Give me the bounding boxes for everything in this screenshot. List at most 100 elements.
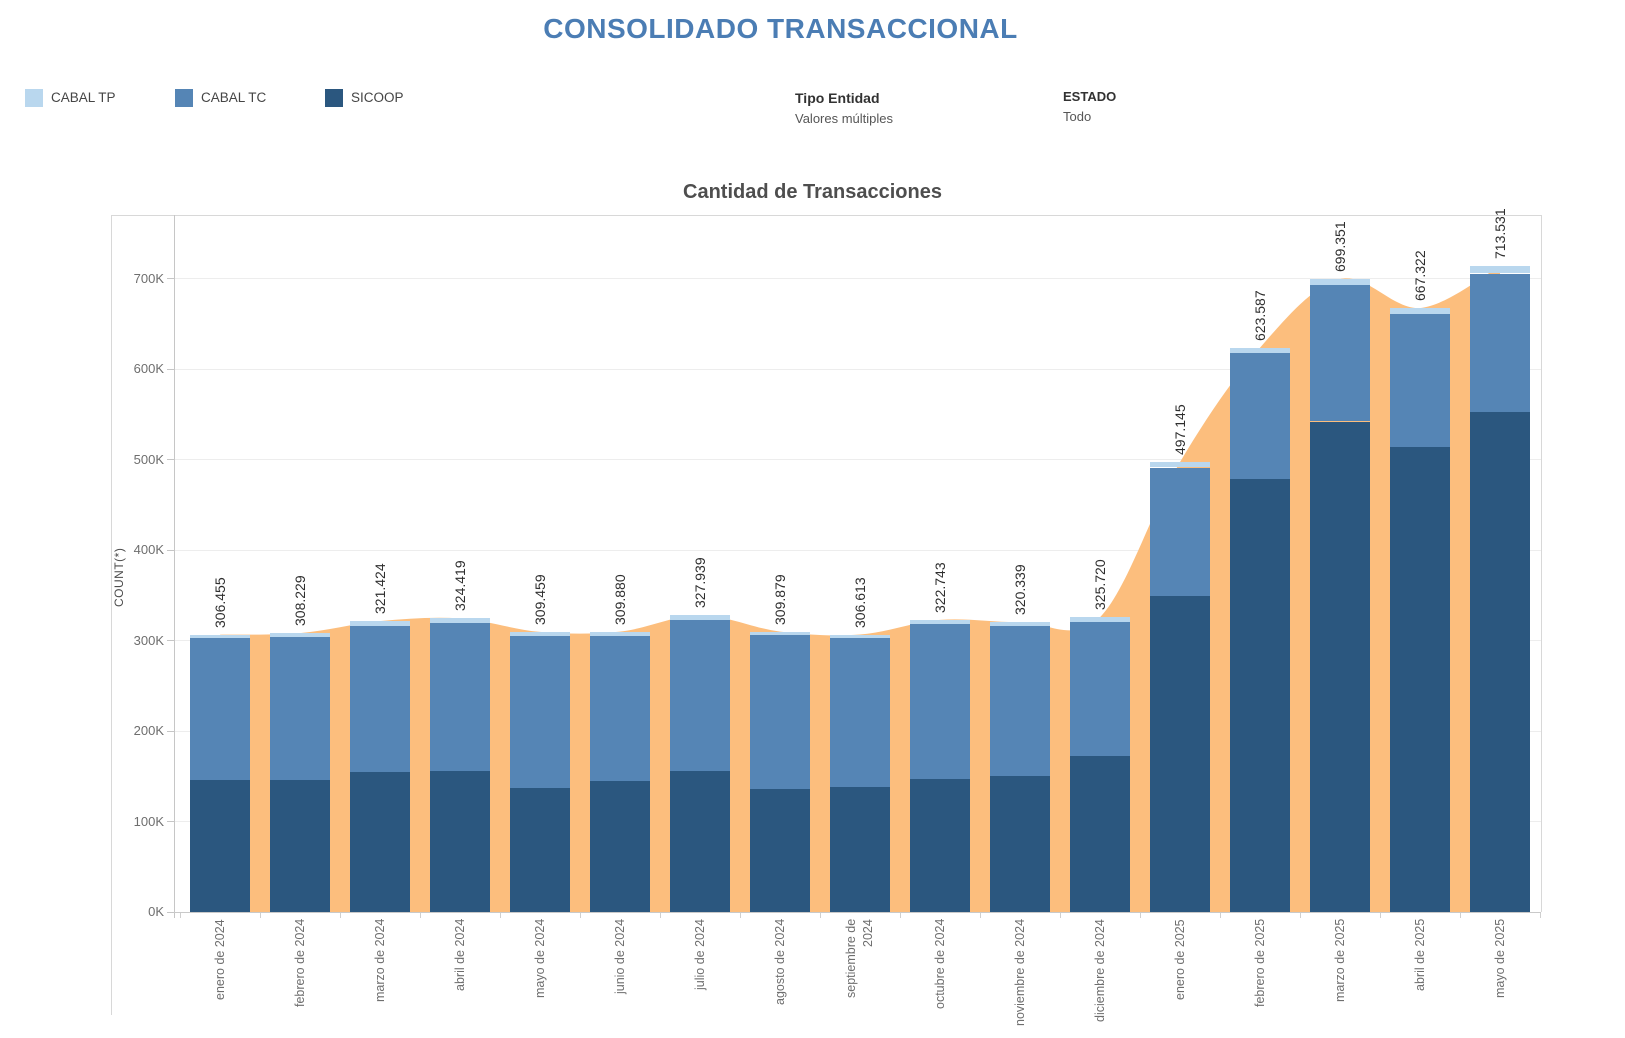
bar-segment-cabal-tc[interactable]	[1310, 285, 1370, 422]
bar-segment-sicoop[interactable]	[1070, 756, 1130, 912]
x-tick-mark	[980, 912, 981, 918]
bar-segment-cabal-tc[interactable]	[670, 619, 730, 771]
bar-segment-cabal-tc[interactable]	[430, 623, 490, 771]
x-tick-mark	[260, 912, 261, 918]
bar-segment-cabal-tp[interactable]	[350, 621, 410, 627]
legend-item-cabal-tc[interactable]: CABAL TC	[175, 88, 266, 107]
bar-total-label: 306.613	[852, 576, 868, 628]
x-axis-label: marzo de 2024	[372, 919, 387, 1003]
bar-segment-cabal-tc[interactable]	[590, 635, 650, 781]
bar-total-label: 667.322	[1412, 250, 1428, 302]
bar-total-label: 699.351	[1332, 221, 1348, 273]
x-tick-mark	[1140, 912, 1141, 918]
x-axis-label: enero de 2025	[1172, 919, 1187, 1000]
y-tick-label: 400K	[133, 542, 164, 557]
x-axis-label: mayo de 2025	[1492, 919, 1507, 999]
bar-segment-cabal-tc[interactable]	[190, 638, 250, 780]
x-tick-mark	[660, 912, 661, 918]
bar-segment-sicoop[interactable]	[750, 788, 810, 912]
bar-segment-cabal-tp[interactable]	[1150, 462, 1210, 468]
bar-segment-sicoop[interactable]	[1310, 421, 1370, 912]
bar-segment-sicoop[interactable]	[1230, 479, 1290, 912]
legend-swatch	[25, 88, 43, 107]
bar-segment-sicoop[interactable]	[1470, 411, 1530, 912]
y-tick-mark	[167, 549, 174, 551]
bar-segment-cabal-tp[interactable]	[1310, 279, 1370, 286]
bar-segment-cabal-tc[interactable]	[1230, 353, 1290, 480]
bar-segment-sicoop[interactable]	[590, 780, 650, 912]
bar-segment-sicoop[interactable]	[1390, 446, 1450, 912]
bar-segment-cabal-tp[interactable]	[590, 631, 650, 636]
bar-segment-sicoop[interactable]	[190, 779, 250, 912]
gridline-400K	[174, 549, 1541, 551]
y-tick-label: 500K	[133, 451, 164, 467]
bar-segment-cabal-tc[interactable]	[990, 626, 1050, 777]
y-tick-mark	[167, 278, 174, 279]
bar-segment-cabal-tc[interactable]	[1390, 314, 1450, 447]
legend-swatch	[175, 88, 193, 107]
filter-estado-label: ESTADO	[1063, 89, 1117, 104]
bar-segment-sicoop[interactable]	[990, 776, 1050, 913]
bar-segment-cabal-tc[interactable]	[510, 636, 570, 788]
y-tick-label: 100K	[133, 813, 164, 829]
bar-segment-cabal-tp[interactable]	[750, 631, 810, 636]
bar-segment-cabal-tc[interactable]	[350, 626, 410, 772]
bar-segment-cabal-tp[interactable]	[1390, 308, 1450, 315]
legend-item-label: SICOOP	[351, 90, 404, 105]
x-axis-line	[174, 912, 1541, 913]
bar-segment-cabal-tc[interactable]	[1470, 273, 1530, 412]
bar-segment-cabal-tp[interactable]	[190, 634, 250, 639]
x-axis-label: abril de 2024	[452, 919, 467, 992]
bar-segment-cabal-tc[interactable]	[1070, 621, 1130, 757]
x-tick-mark	[740, 912, 741, 918]
bar-segment-sicoop[interactable]	[430, 770, 490, 912]
bar-total-label: 309.880	[612, 573, 628, 625]
bar-segment-cabal-tp[interactable]	[1230, 347, 1290, 354]
bar-segment-sicoop[interactable]	[270, 779, 330, 912]
gridline-500K	[174, 459, 1541, 460]
filter-estado-value: Todo	[1063, 109, 1092, 124]
bar-segment-cabal-tc[interactable]	[830, 638, 890, 788]
legend-item-sicoop[interactable]: SICOOP	[325, 88, 404, 107]
legend-swatch	[325, 88, 343, 107]
bar-segment-cabal-tc[interactable]	[910, 624, 970, 779]
legend-item-cabal-tp[interactable]: CABAL TP	[25, 88, 116, 107]
bar-segment-cabal-tc[interactable]	[1150, 467, 1210, 597]
filter-estado[interactable]: ESTADO Todo	[1063, 89, 1116, 124]
bar-segment-sicoop[interactable]	[830, 787, 890, 912]
x-axis-label: abril de 2025	[1412, 919, 1427, 992]
bar-segment-sicoop[interactable]	[910, 779, 970, 912]
x-tick-mark	[340, 912, 341, 918]
y-tick-label: 600K	[133, 361, 164, 376]
bar-segment-cabal-tp[interactable]	[430, 618, 490, 624]
bar-segment-cabal-tp[interactable]	[670, 615, 730, 620]
x-axis-label: febrero de 2024	[292, 919, 307, 1008]
x-axis-label: marzo de 2025	[1332, 919, 1347, 1003]
bar-segment-cabal-tc[interactable]	[270, 636, 330, 780]
bar-segment-cabal-tp[interactable]	[1070, 617, 1130, 622]
bar-segment-cabal-tp[interactable]	[270, 633, 330, 637]
bar-segment-sicoop[interactable]	[510, 788, 570, 912]
y-tick-mark	[167, 368, 174, 370]
x-tick-mark	[900, 912, 901, 918]
bar-segment-sicoop[interactable]	[670, 770, 730, 912]
x-axis-label: julio de 2024	[692, 919, 707, 990]
bar-segment-cabal-tp[interactable]	[910, 619, 970, 625]
bar-segment-cabal-tp[interactable]	[990, 622, 1050, 627]
bar-total-label: 325.720	[1092, 559, 1108, 611]
filter-tipo-entidad[interactable]: Tipo Entidad Valores múltiples	[795, 90, 893, 126]
bar-total-label: 324.419	[452, 560, 468, 612]
x-axis-label: diciembre de 2024	[1092, 919, 1107, 1022]
bar-segment-sicoop[interactable]	[350, 771, 410, 912]
bar-segment-cabal-tp[interactable]	[1470, 266, 1530, 274]
bar-segment-cabal-tp[interactable]	[830, 634, 890, 639]
x-tick-mark	[180, 912, 181, 918]
bar-total-label: 497.145	[1172, 404, 1188, 456]
bar-segment-cabal-tc[interactable]	[750, 635, 810, 789]
bar-segment-sicoop[interactable]	[1150, 596, 1210, 912]
x-axis-label: noviembre de 2024	[1012, 919, 1027, 1027]
bar-segment-cabal-tp[interactable]	[510, 631, 570, 636]
plot-top-border	[111, 215, 1541, 216]
x-axis-label: febrero de 2025	[1252, 919, 1267, 1008]
